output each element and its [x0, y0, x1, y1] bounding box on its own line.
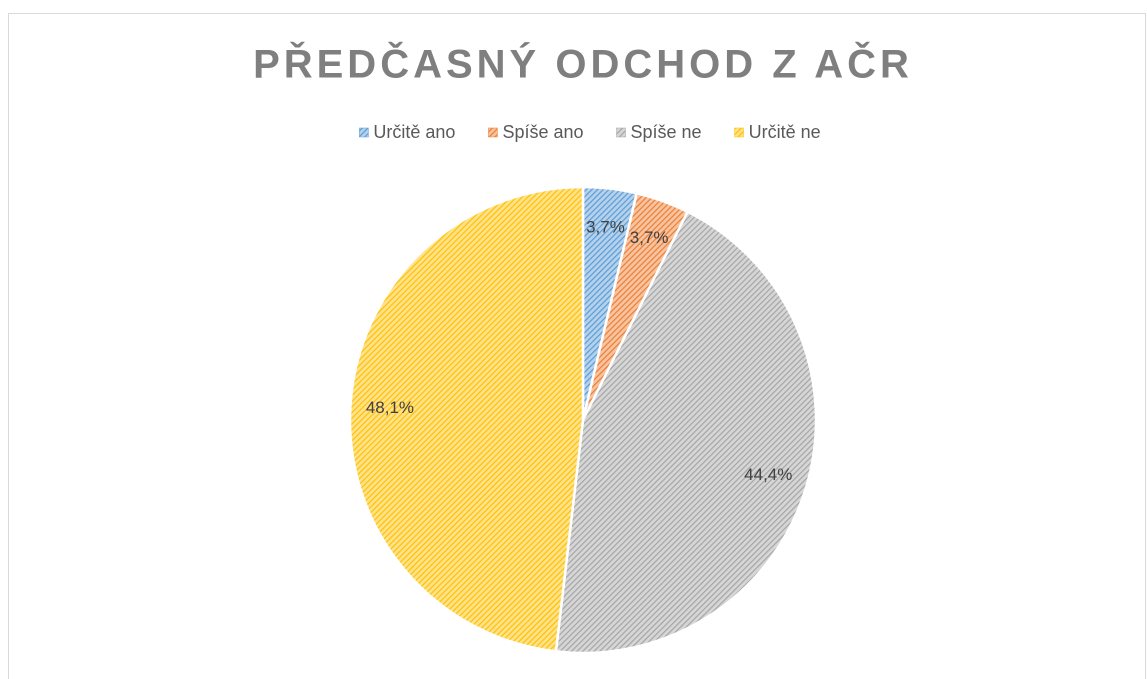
legend-swatch	[359, 127, 369, 138]
legend-label: Spíše ano	[502, 122, 583, 142]
legend-label: Určitě ano	[373, 122, 455, 142]
data-label: 48,1%	[366, 398, 414, 417]
legend-swatch	[488, 127, 498, 138]
data-label: 44,4%	[744, 465, 792, 484]
pie-slice	[554, 210, 818, 655]
data-label: 3,7%	[586, 217, 625, 236]
chart-title: PŘEDČASNÝ ODCHOD Z AČR	[253, 41, 913, 87]
legend-label: Spíše ne	[631, 122, 702, 142]
legend: Určitě ano Spíše ano Spíše ne Určitě ne	[359, 122, 821, 142]
data-label: 3,7%	[630, 228, 669, 247]
legend-swatch	[734, 127, 744, 138]
legend-swatch	[616, 127, 626, 138]
legend-label: Určitě ne	[749, 122, 821, 142]
pie-slice	[348, 185, 585, 653]
